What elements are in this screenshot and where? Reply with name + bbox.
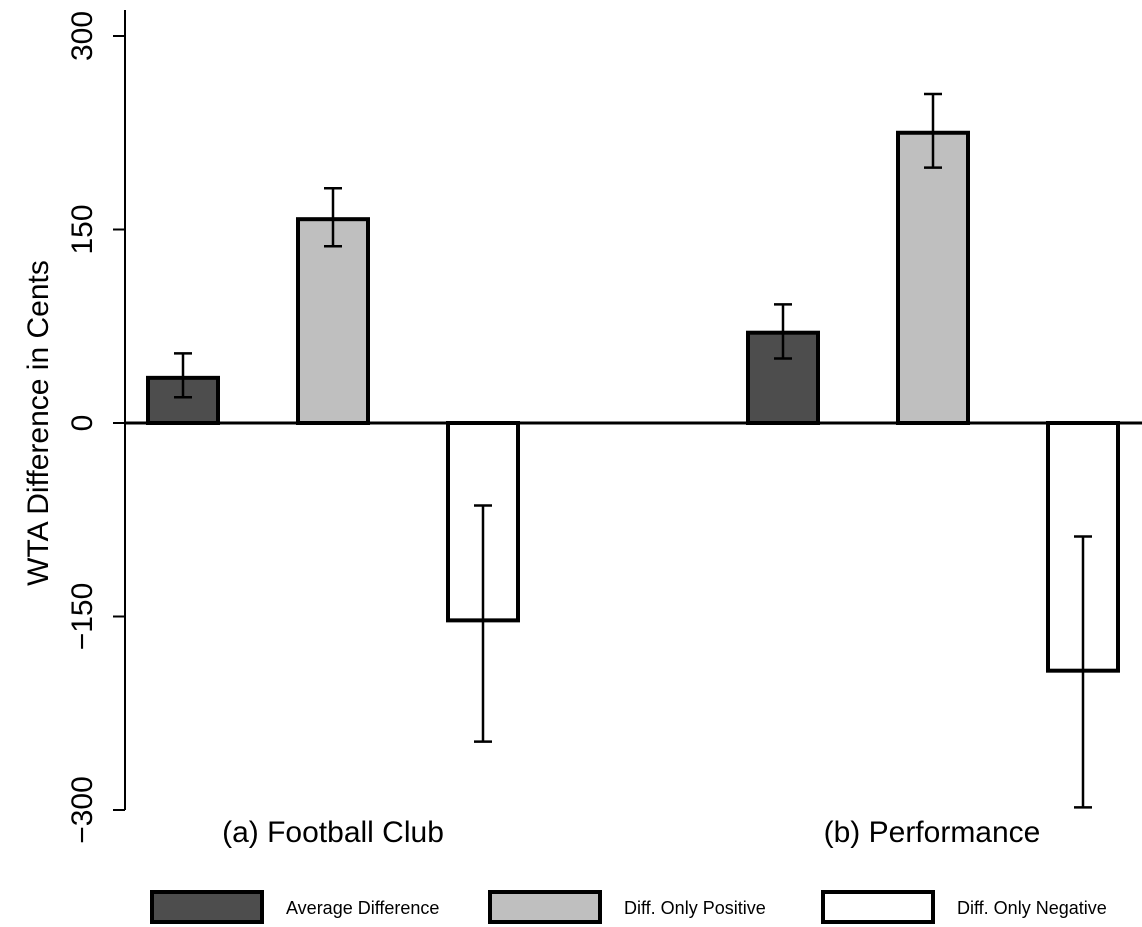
legend-swatch bbox=[821, 890, 935, 924]
legend-label: Diff. Only Positive bbox=[624, 898, 766, 918]
legend-label: Diff. Only Negative bbox=[957, 898, 1107, 918]
y-axis: −300 −150 0 150 300 WTA Difference in Cents bbox=[22, 10, 126, 844]
group-label: (b) Performance bbox=[824, 816, 1041, 849]
bars bbox=[125, 92, 1142, 809]
y-tick-label: −300 bbox=[66, 776, 99, 844]
group-labels: (a) Football Club (b) Performance bbox=[222, 816, 1040, 849]
legend: Average Difference Diff. Only Positive Dif… bbox=[150, 890, 1107, 924]
bar bbox=[296, 217, 370, 425]
bar bbox=[896, 130, 970, 425]
y-tick-label: 300 bbox=[66, 11, 99, 61]
y-axis-title: WTA Difference in Cents bbox=[22, 260, 55, 586]
legend-swatch bbox=[150, 890, 264, 924]
y-tick-label: −150 bbox=[66, 583, 99, 651]
y-tick-label: 0 bbox=[66, 415, 99, 432]
group-label: (a) Football Club bbox=[222, 816, 444, 849]
y-tick-label: 150 bbox=[66, 204, 99, 254]
legend-label: Average Difference bbox=[286, 898, 439, 918]
legend-swatch bbox=[488, 890, 602, 924]
